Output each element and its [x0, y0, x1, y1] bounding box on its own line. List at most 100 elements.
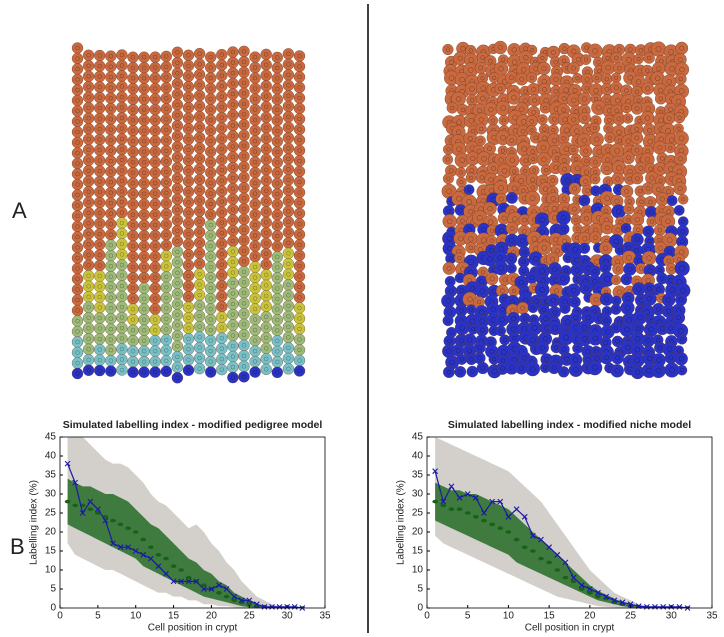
cell: [105, 228, 117, 241]
cell-core: [552, 116, 557, 122]
cell-core: [500, 134, 506, 141]
marker: [529, 532, 536, 539]
cell: [82, 228, 95, 240]
cell-core: [86, 221, 91, 226]
cell: [216, 143, 228, 155]
cell-core: [241, 133, 247, 138]
cell-core: [230, 144, 236, 149]
cell-core: [649, 175, 655, 181]
cell: [171, 319, 184, 332]
cell-core: [75, 213, 80, 219]
cell: [216, 174, 228, 187]
cell-core: [523, 89, 528, 94]
cell-core: [449, 330, 454, 335]
cell: [527, 302, 539, 314]
cell-core: [489, 276, 495, 282]
cell-core: [141, 107, 147, 112]
dot: [132, 530, 139, 534]
cell: [238, 129, 250, 142]
cell: [536, 152, 552, 167]
cell-core: [511, 47, 517, 53]
cell: [227, 214, 239, 226]
cell-core: [86, 210, 91, 215]
cell-core: [286, 177, 291, 182]
cell: [282, 90, 295, 102]
cell: [216, 300, 228, 313]
cell: [495, 312, 510, 327]
cell-core: [208, 233, 213, 238]
cell: [612, 263, 625, 275]
cell-core: [634, 237, 640, 243]
cell: [171, 67, 184, 80]
cell-core: [646, 255, 652, 261]
cell: [216, 59, 228, 71]
cell-core: [186, 326, 191, 331]
cell-core: [186, 357, 191, 362]
cell: [293, 354, 306, 367]
cell: [149, 355, 161, 368]
cell: [182, 280, 195, 293]
cell-core: [634, 216, 640, 223]
cell-core: [297, 95, 302, 101]
cell: [138, 366, 150, 378]
cell: [182, 228, 195, 240]
cell-core: [186, 158, 191, 163]
cell-core: [470, 369, 475, 374]
dot: [546, 560, 552, 565]
cell: [71, 189, 84, 201]
cell: [654, 92, 667, 105]
cell: [93, 312, 106, 324]
cell: [116, 164, 128, 177]
cell: [610, 274, 622, 286]
cell-core: [219, 52, 224, 57]
cell-core: [531, 235, 538, 242]
cell-core: [86, 336, 91, 341]
cell: [93, 196, 106, 209]
cell: [182, 238, 195, 251]
cell-core: [492, 75, 497, 80]
cell: [82, 123, 95, 135]
cell-core: [97, 137, 102, 142]
marker: [163, 570, 169, 577]
cell-core: [230, 322, 236, 328]
cell-core: [141, 118, 147, 123]
chart: 0 5 10 15 20 25 30 35051015202530354045Simulate…: [396, 419, 718, 634]
cell: [116, 238, 128, 250]
cell: [282, 184, 295, 197]
cell: [149, 240, 161, 252]
cell-core: [264, 325, 269, 330]
cell-core: [230, 60, 236, 65]
cell-core: [605, 309, 609, 314]
marker: [586, 586, 593, 592]
cell: [182, 102, 195, 114]
cell-core: [164, 106, 169, 111]
cell-core: [680, 337, 685, 342]
cell: [282, 321, 295, 333]
cell-core: [297, 358, 302, 363]
cell-core: [241, 343, 247, 348]
cell: [93, 91, 106, 104]
cell-core: [186, 74, 191, 79]
cell-core: [626, 245, 631, 251]
cell-core: [541, 156, 547, 163]
cell-core: [241, 122, 247, 127]
cell: [71, 262, 84, 275]
marker: [505, 513, 512, 520]
cell-core: [275, 265, 280, 270]
cell: [642, 225, 655, 238]
cell: [149, 345, 161, 357]
cell: [599, 350, 613, 365]
cell: [442, 366, 455, 379]
cell-core: [468, 48, 473, 53]
cell-core: [468, 259, 474, 266]
cell-core: [164, 75, 169, 80]
cell-core: [119, 84, 125, 89]
cell-core: [638, 48, 644, 53]
cell: [82, 49, 95, 62]
cell-core: [230, 217, 236, 223]
cell: [138, 177, 150, 189]
panel-label: A: [12, 198, 27, 223]
cell-core: [153, 359, 158, 364]
cell-core: [175, 155, 180, 160]
cell-core: [655, 46, 662, 52]
